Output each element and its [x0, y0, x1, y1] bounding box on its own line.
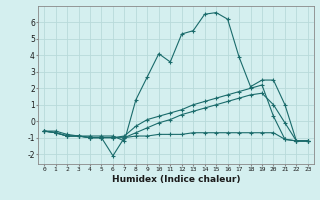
- X-axis label: Humidex (Indice chaleur): Humidex (Indice chaleur): [112, 175, 240, 184]
